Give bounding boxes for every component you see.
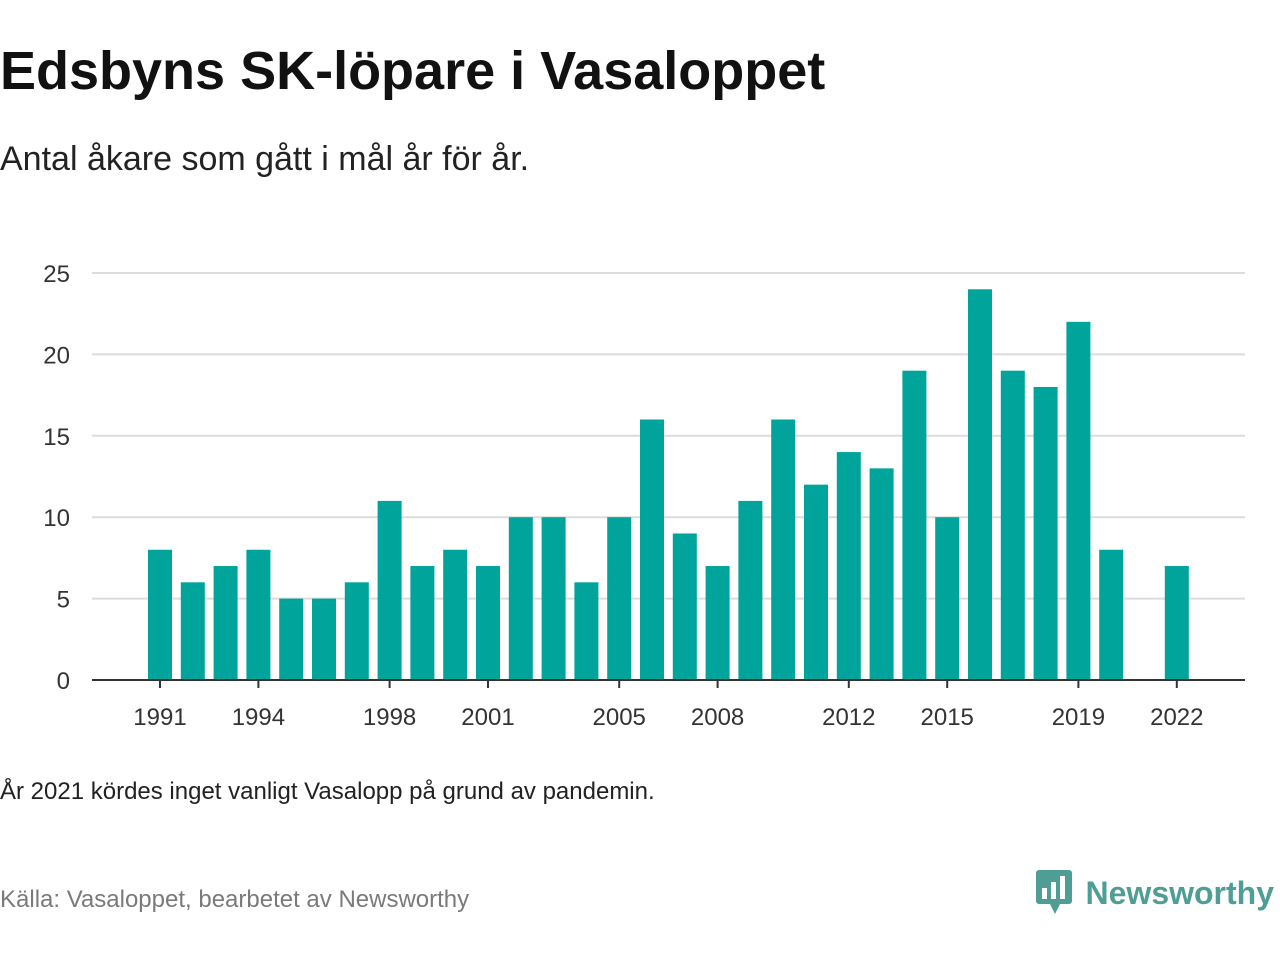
bar-2004 xyxy=(574,582,599,680)
bar-1999 xyxy=(410,566,435,680)
y-tick-label: 15 xyxy=(43,424,70,451)
bar-2010 xyxy=(771,419,796,680)
bar-1994 xyxy=(246,549,271,680)
y-tick-label: 5 xyxy=(57,587,70,614)
x-tick-label: 2012 xyxy=(822,704,875,731)
bar-2012 xyxy=(836,452,861,680)
bar-2020 xyxy=(1099,549,1124,680)
bar-chart: 0 5 10 15 20 25 1991 1994 1998 2001 2005 2008 2012 2… xyxy=(43,261,1245,731)
x-tick-label: 2022 xyxy=(1150,704,1203,731)
x-tick-label: 2015 xyxy=(921,704,974,731)
bar-2014 xyxy=(902,370,927,680)
bars xyxy=(148,289,1189,680)
bar-1995 xyxy=(279,598,304,680)
bar-2006 xyxy=(640,419,664,680)
bar-2011 xyxy=(804,484,828,680)
x-axis-ticks: 1991 1994 1998 2001 2005 2008 2012 2015 2019 2022 xyxy=(133,680,1203,731)
bar-2013 xyxy=(869,468,894,680)
x-tick-label: 2019 xyxy=(1052,704,1105,731)
bar-2015 xyxy=(935,517,960,680)
x-tick-label: 2005 xyxy=(593,704,646,731)
bar-2003 xyxy=(541,517,566,680)
chart-subtitle: Antal åkare som gått i mål år för år. xyxy=(0,140,530,178)
brand-name: Newsworthy xyxy=(1085,874,1274,911)
bar-1997 xyxy=(344,582,369,680)
x-tick-label: 1991 xyxy=(133,704,186,731)
bar-2009 xyxy=(738,500,763,680)
bar-2018 xyxy=(1033,386,1058,680)
x-tick-label: 2008 xyxy=(691,704,744,731)
bar-2002 xyxy=(508,517,533,680)
bar-1993 xyxy=(213,566,238,680)
bar-1996 xyxy=(312,598,336,680)
bar-1992 xyxy=(180,582,205,680)
bar-2001 xyxy=(476,566,500,680)
y-tick-label: 20 xyxy=(43,342,70,369)
source-credit: Källa: Vasaloppet, bearbetet av Newswort… xyxy=(0,886,470,913)
bar-2022 xyxy=(1164,566,1189,680)
y-axis-ticks: 0 5 10 15 20 25 xyxy=(43,261,70,695)
x-tick-label: 1998 xyxy=(363,704,416,731)
bar-1998 xyxy=(377,500,402,680)
bar-2007 xyxy=(672,533,697,680)
y-tick-label: 25 xyxy=(43,261,70,288)
x-tick-label: 2001 xyxy=(461,704,514,731)
bar-2017 xyxy=(1000,370,1025,680)
y-tick-label: 0 xyxy=(57,668,70,695)
bar-2005 xyxy=(607,517,632,680)
y-tick-label: 10 xyxy=(43,505,70,532)
chart-title: Edsbyns SK-löpare i Vasaloppet xyxy=(0,41,826,101)
bar-2000 xyxy=(443,549,468,680)
bar-2016 xyxy=(968,289,992,680)
newsworthy-logo-icon xyxy=(1035,870,1072,914)
chart-note: År 2021 kördes inget vanligt Vasalopp på… xyxy=(0,778,655,805)
x-tick-label: 1994 xyxy=(232,704,285,731)
bar-2019 xyxy=(1066,321,1091,680)
bar-1991 xyxy=(148,549,172,680)
newsworthy-logo: Newsworthy xyxy=(1034,868,1274,918)
bar-2008 xyxy=(705,566,730,680)
